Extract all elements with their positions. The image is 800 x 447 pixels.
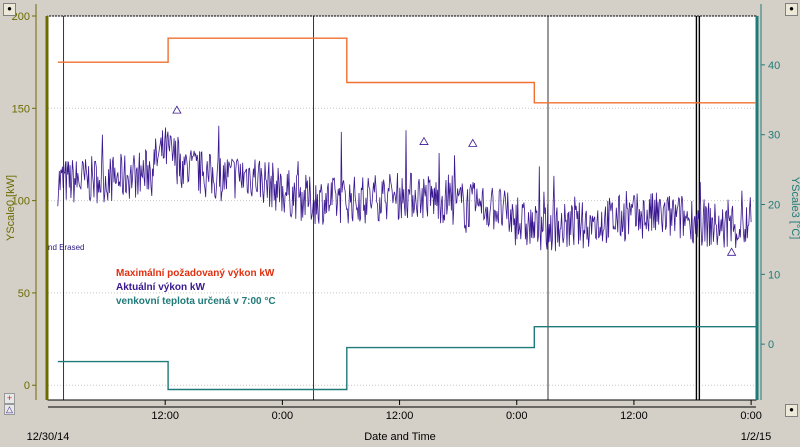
- x-axis-label: Date and Time: [364, 431, 436, 443]
- series-marker-triangle: [726, 247, 737, 256]
- legend-max-power: Maximální požadovaný výkon kW: [116, 268, 275, 279]
- corner-button-bottom-right[interactable]: ●: [785, 404, 798, 417]
- x-tick-label: 12:00: [151, 410, 179, 422]
- series-line-0: [57, 37, 756, 104]
- x-tick-label: 12:00: [620, 410, 648, 422]
- right-tick-label: 30: [768, 130, 780, 142]
- series-line-1: [57, 125, 752, 252]
- x-tick-label: 0:00: [506, 410, 527, 422]
- legend-actual-power: Aktuální výkon kW: [116, 282, 205, 293]
- x-end-label: 1/2/15: [741, 431, 772, 443]
- right-tick-label: 10: [768, 269, 780, 281]
- corner-button-top-right[interactable]: ●: [785, 3, 798, 16]
- x-tick-label: 0:00: [272, 410, 293, 422]
- delta-marker-button[interactable]: △: [4, 404, 15, 415]
- series-marker-triangle: [419, 136, 429, 145]
- corner-button-top-left[interactable]: ●: [3, 3, 16, 16]
- x-tick-label: 0:00: [740, 410, 761, 422]
- series-marker-triangle: [468, 138, 478, 147]
- left-tick-label: 0: [24, 380, 30, 392]
- add-marker-button[interactable]: +: [4, 393, 15, 404]
- erased-annotation: nd Erased: [48, 243, 85, 252]
- right-axis-label: YScale3 [°C]: [789, 177, 800, 239]
- right-tick-label: 0: [768, 339, 774, 351]
- legend-outdoor-temp: venkovní teplota určená v 7:00 °C: [116, 296, 276, 307]
- left-tick-label: 150: [12, 103, 30, 115]
- left-tick-label: 200: [12, 11, 30, 23]
- right-tick-label: 40: [768, 60, 780, 72]
- right-tick-label: 20: [768, 200, 780, 212]
- left-tick-label: 50: [18, 288, 30, 300]
- series-line-2: [57, 326, 756, 391]
- series-marker-triangle: [172, 105, 182, 114]
- x-start-label: 12/30/14: [27, 431, 70, 443]
- x-tick-label: 12:00: [386, 410, 414, 422]
- left-tick-label: 100: [12, 196, 30, 208]
- left-axis-label: YScale0 [kW]: [5, 175, 17, 241]
